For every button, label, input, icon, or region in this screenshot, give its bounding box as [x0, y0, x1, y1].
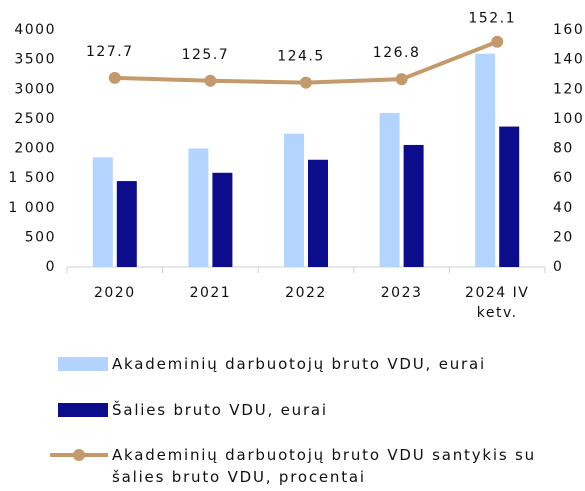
y2-tick-label: 100	[553, 111, 584, 127]
line-point	[204, 74, 217, 87]
bar	[403, 144, 424, 267]
y-tick-label: 500	[25, 229, 56, 245]
legend-swatch	[73, 449, 85, 461]
x-tick-label: 2020	[93, 285, 136, 301]
y-tick-label: 3500	[14, 52, 56, 68]
y2-tick-label: 120	[553, 81, 584, 97]
bar	[308, 159, 328, 267]
y2-tick-label: 40	[553, 200, 574, 216]
y2-tick-label: 80	[553, 141, 574, 157]
legend-swatch	[58, 357, 108, 371]
y-tick-label: 2500	[14, 111, 56, 127]
data-label: 124.5	[277, 49, 325, 65]
y2-tick-label: 140	[553, 52, 584, 68]
y-tick-label: 4000	[14, 22, 56, 38]
bar	[116, 181, 137, 267]
y2-tick-label: 0	[553, 259, 563, 275]
x-tick-label: 2021	[189, 285, 232, 301]
data-label: 152.1	[468, 11, 516, 27]
data-label: 127.7	[86, 44, 134, 60]
y-tick-label: 3000	[14, 81, 56, 97]
y-tick-label: 1 500	[8, 170, 56, 186]
data-label: 125.7	[182, 47, 230, 63]
legend-label: Akademinių darbuotojų bruto VDU santykis…	[112, 446, 536, 486]
line-point	[108, 71, 121, 84]
line-point	[395, 73, 408, 86]
y-tick-label: 0	[46, 259, 56, 275]
y-tick-label: 1 000	[8, 200, 56, 216]
y-tick-label: 2000	[14, 141, 56, 157]
legend-swatch	[58, 403, 108, 417]
line-point	[300, 76, 312, 89]
y2-tick-label: 20	[553, 229, 574, 245]
bar	[92, 157, 113, 267]
x-tick-label: 2022	[285, 285, 327, 301]
data-label: 126.8	[373, 45, 421, 61]
y2-tick-label: 160	[553, 22, 584, 38]
x-tick-label: 2024 IV ketv.	[465, 285, 530, 321]
bar	[212, 172, 233, 267]
legend-label: Akademinių darbuotojų bruto VDU, eurai	[112, 355, 486, 373]
bar	[499, 126, 520, 267]
legend-label: Šalies bruto VDU, eurai	[112, 401, 328, 419]
line-point	[491, 35, 504, 48]
y2-tick-label: 60	[553, 170, 574, 186]
bar	[475, 53, 496, 268]
x-tick-label: 2023	[380, 285, 423, 301]
bar	[379, 112, 400, 267]
bar	[284, 133, 304, 267]
bar	[188, 148, 209, 267]
